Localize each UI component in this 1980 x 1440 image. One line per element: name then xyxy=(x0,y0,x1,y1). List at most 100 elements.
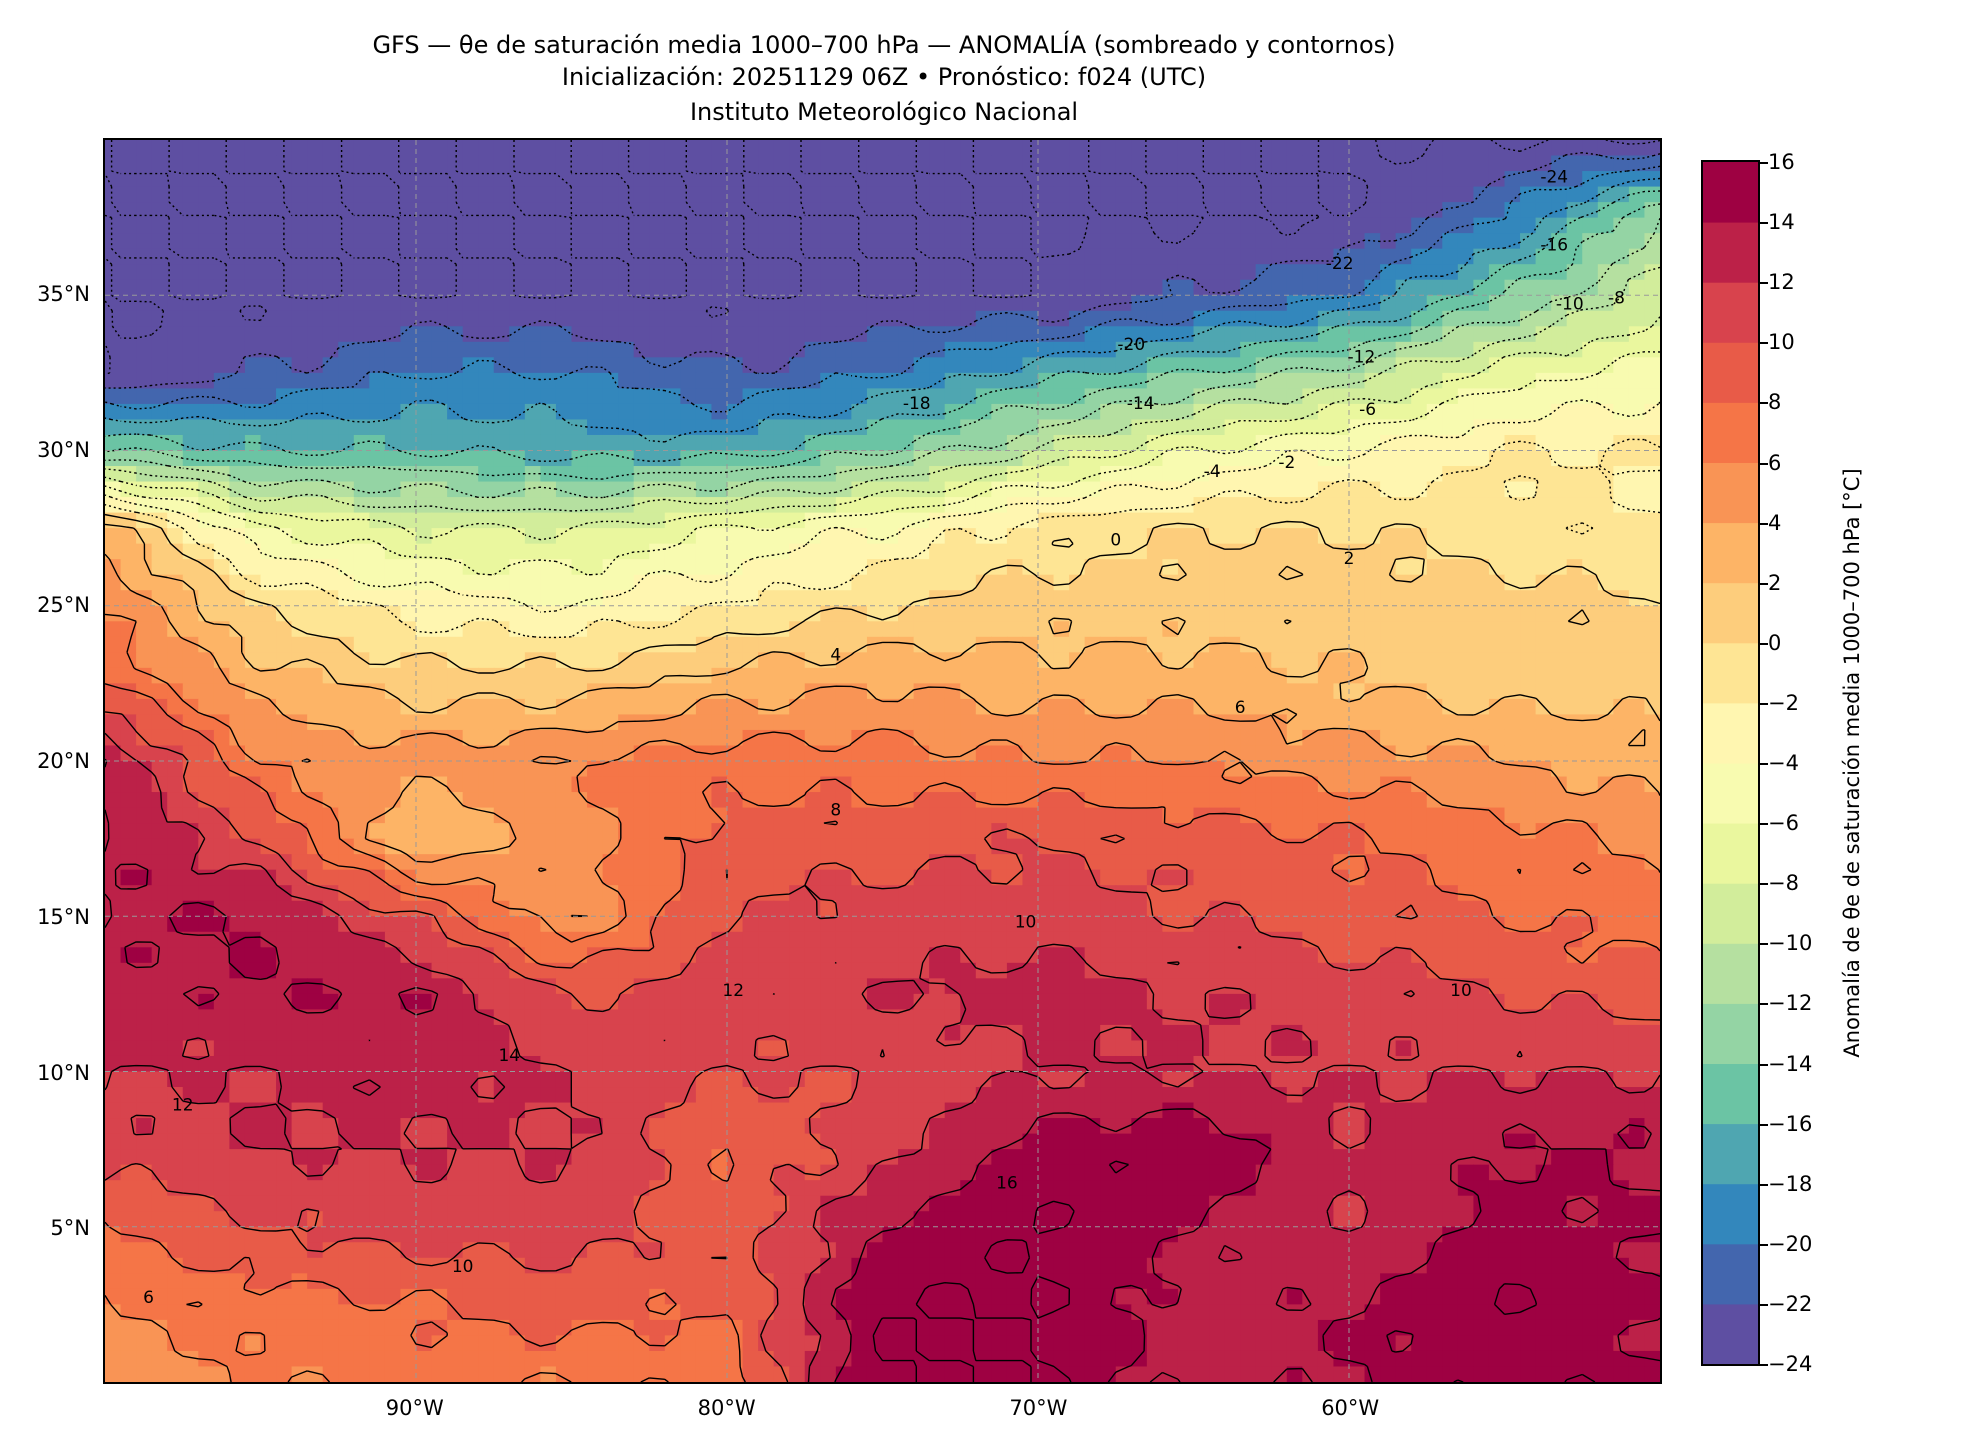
anomaly-cell xyxy=(804,217,821,234)
anomaly-cell xyxy=(244,869,262,886)
anomaly-cell xyxy=(229,419,246,436)
anomaly-cell xyxy=(1240,745,1257,762)
anomaly-cell xyxy=(400,341,417,358)
anomaly-cell xyxy=(1582,807,1599,824)
anomaly-cell xyxy=(1100,559,1117,576)
anomaly-cell xyxy=(1442,714,1459,731)
anomaly-cell xyxy=(960,357,977,374)
anomaly-cell xyxy=(1520,776,1537,793)
anomaly-cell xyxy=(353,450,370,467)
anomaly-cell xyxy=(1255,807,1272,824)
anomaly-cell xyxy=(260,776,277,793)
anomaly-cell xyxy=(213,388,230,405)
anomaly-cell xyxy=(944,450,961,467)
anomaly-cell xyxy=(369,729,386,747)
anomaly-cell xyxy=(198,450,215,467)
anomaly-cell xyxy=(587,900,604,917)
anomaly-cell xyxy=(431,155,448,172)
anomaly-cell xyxy=(1582,295,1599,312)
anomaly-cell xyxy=(1224,605,1241,622)
anomaly-cell xyxy=(1131,667,1148,684)
anomaly-cell xyxy=(229,652,246,669)
anomaly-cell xyxy=(835,450,852,467)
anomaly-cell xyxy=(1224,543,1241,560)
anomaly-cell xyxy=(633,590,650,607)
anomaly-cell xyxy=(944,590,961,607)
anomaly-cell xyxy=(1473,698,1490,716)
anomaly-cell xyxy=(898,310,915,327)
anomaly-cell xyxy=(151,543,168,560)
anomaly-cell xyxy=(1224,761,1241,778)
anomaly-cell xyxy=(1193,450,1210,467)
anomaly-cell xyxy=(1115,869,1132,886)
anomaly-cell xyxy=(898,388,915,405)
anomaly-cell xyxy=(758,605,775,622)
anomaly-cell xyxy=(711,357,728,374)
anomaly-cell xyxy=(1380,326,1397,343)
anomaly-cell xyxy=(1271,434,1288,452)
anomaly-cell xyxy=(260,372,277,389)
anomaly-cell xyxy=(913,512,930,529)
anomaly-cell xyxy=(851,264,868,281)
anomaly-cell xyxy=(1131,838,1148,855)
anomaly-cell xyxy=(151,434,168,452)
anomaly-cell xyxy=(649,419,666,436)
anomaly-cell xyxy=(571,155,588,172)
anomaly-cell xyxy=(1520,838,1537,855)
anomaly-cell xyxy=(1426,838,1443,855)
anomaly-cell xyxy=(633,140,650,157)
anomaly-cell xyxy=(524,590,541,607)
anomaly-cell xyxy=(602,434,619,452)
anomaly-cell xyxy=(151,140,168,157)
anomaly-cell xyxy=(695,823,713,840)
anomaly-cell xyxy=(167,885,184,902)
anomaly-cell xyxy=(1504,729,1521,747)
anomaly-cell xyxy=(136,559,153,576)
anomaly-cell xyxy=(307,248,324,265)
anomaly-cell xyxy=(1364,186,1381,203)
anomaly-cell xyxy=(1038,590,1055,607)
anomaly-cell xyxy=(929,202,946,219)
anomaly-cell xyxy=(1240,838,1257,855)
anomaly-cell xyxy=(1473,450,1490,467)
anomaly-cell xyxy=(1084,590,1101,607)
anomaly-cell xyxy=(1255,233,1272,250)
anomaly-cell xyxy=(493,729,510,747)
anomaly-cell xyxy=(198,217,215,234)
anomaly-cell xyxy=(105,264,122,281)
anomaly-cell xyxy=(167,838,184,855)
anomaly-cell xyxy=(695,885,713,902)
anomaly-cell xyxy=(1224,698,1241,716)
anomaly-cell xyxy=(882,341,899,358)
anomaly-cell xyxy=(1426,372,1443,389)
anomaly-cell xyxy=(1131,900,1148,917)
anomaly-cell xyxy=(1349,248,1366,265)
anomaly-cell xyxy=(1209,528,1226,545)
anomaly-cell xyxy=(1115,823,1132,840)
anomaly-cell xyxy=(866,248,884,265)
anomaly-cell xyxy=(229,155,246,172)
anomaly-cell xyxy=(478,279,495,296)
anomaly-cell xyxy=(913,248,930,265)
anomaly-cell xyxy=(711,761,728,778)
anomaly-cell xyxy=(1131,652,1148,669)
anomaly-cell xyxy=(431,652,448,669)
anomaly-cell xyxy=(929,372,946,389)
anomaly-cell xyxy=(1628,264,1646,281)
anomaly-cell xyxy=(1644,341,1660,358)
anomaly-cell xyxy=(322,621,339,638)
anomaly-cell xyxy=(944,667,961,684)
anomaly-cell xyxy=(369,559,386,576)
anomaly-cell xyxy=(244,372,262,389)
anomaly-cell xyxy=(400,186,417,203)
anomaly-cell xyxy=(1100,186,1117,203)
anomaly-cell xyxy=(711,310,728,327)
anomaly-cell xyxy=(384,761,402,778)
anomaly-cell xyxy=(276,497,293,514)
anomaly-cell xyxy=(789,357,806,374)
anomaly-cell xyxy=(789,171,806,188)
anomaly-cell xyxy=(789,885,806,902)
anomaly-cell xyxy=(851,434,868,452)
anomaly-cell xyxy=(1364,745,1381,762)
anomaly-cell xyxy=(913,776,930,793)
